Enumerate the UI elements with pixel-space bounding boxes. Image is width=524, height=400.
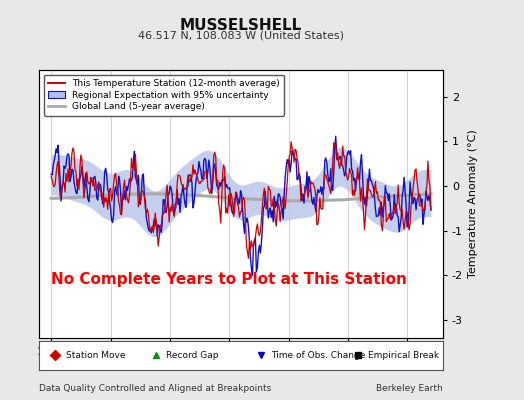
Legend: This Temperature Station (12-month average), Regional Expectation with 95% uncer: This Temperature Station (12-month avera… — [44, 74, 284, 116]
Text: Empirical Break: Empirical Break — [368, 350, 439, 360]
Text: MUSSELSHELL: MUSSELSHELL — [180, 18, 302, 33]
Text: Data Quality Controlled and Aligned at Breakpoints: Data Quality Controlled and Aligned at B… — [39, 384, 271, 393]
Text: No Complete Years to Plot at This Station: No Complete Years to Plot at This Statio… — [51, 272, 407, 286]
Text: Berkeley Earth: Berkeley Earth — [376, 384, 443, 393]
Text: 46.517 N, 108.083 W (United States): 46.517 N, 108.083 W (United States) — [138, 30, 344, 40]
Y-axis label: Temperature Anomaly (°C): Temperature Anomaly (°C) — [468, 130, 478, 278]
Text: Time of Obs. Change: Time of Obs. Change — [271, 350, 366, 360]
Text: Station Move: Station Move — [66, 350, 125, 360]
Text: Record Gap: Record Gap — [167, 350, 219, 360]
